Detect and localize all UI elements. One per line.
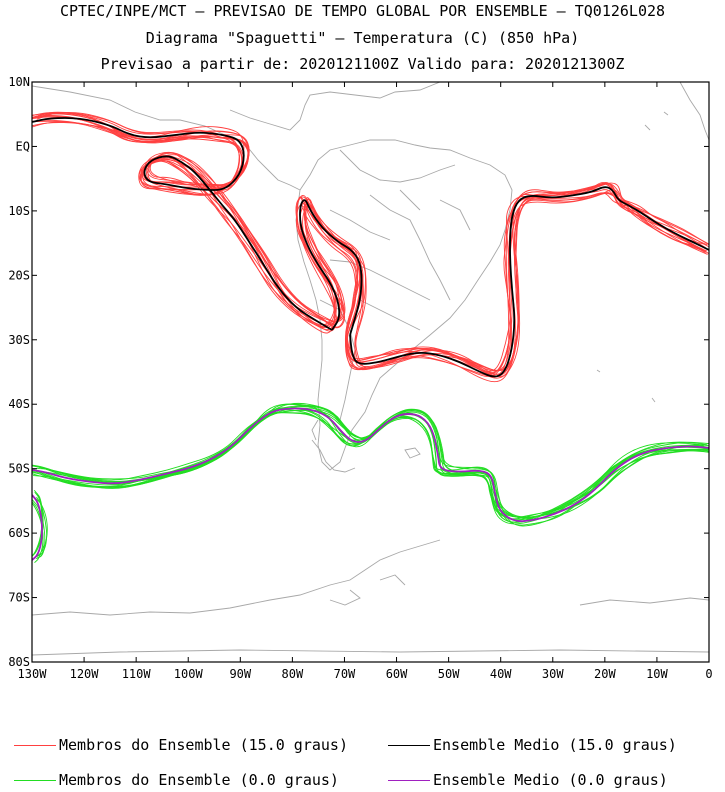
lat-label: 10N — [8, 75, 30, 89]
cold-member-contour — [32, 405, 708, 519]
warm-member-contour — [32, 120, 709, 383]
coast-antarctica — [32, 539, 709, 656]
cold-member-contour — [32, 408, 709, 520]
warm-member-contour — [32, 119, 706, 375]
coast-south-america — [295, 139, 513, 471]
lon-label: 110W — [122, 667, 152, 681]
title-line-1: CPTEC/INPE/MCT – PREVISAO DE TEMPO GLOBA… — [59, 2, 666, 20]
cold-member-contour — [32, 404, 704, 520]
lon-labels: 130W 120W 110W 100W 90W 80W 70W 60W 50W 40W 30W 20W… — [18, 667, 713, 681]
warm-member-contour — [32, 116, 707, 375]
title-line-2: Diagrama "Spaguetti" – Temperatura (C) (… — [145, 29, 580, 47]
lat-labels: 10N EQ 10S 20S 30S 40S 50S 60S 70S 80S — [8, 75, 30, 669]
axis-ticks — [31, 81, 710, 663]
lat-label: 10S — [8, 204, 30, 218]
cold-member-contour — [32, 407, 709, 523]
cold-member-contour — [32, 411, 708, 518]
lat-label: 70S — [8, 591, 30, 605]
cold-member-contour — [32, 405, 708, 518]
cold-mean-line-main — [32, 407, 709, 523]
warm-member-contour — [32, 122, 703, 372]
cold-member-contour — [32, 402, 709, 521]
legend-cold-mean: Ensemble Medio (0.0 graus) — [388, 771, 668, 789]
coast-falklands — [404, 447, 421, 459]
coast-borders — [319, 149, 471, 421]
lon-label: 10W — [646, 667, 668, 681]
legend-swatch — [14, 744, 56, 746]
warm-member-contour — [32, 113, 708, 377]
warm-member-contour — [32, 114, 709, 375]
lon-label: 80W — [282, 667, 304, 681]
lat-label: 30S — [8, 333, 30, 347]
cold-member-contour — [33, 403, 709, 518]
cold-member-contour — [32, 407, 709, 523]
coast-africa — [679, 82, 709, 141]
cold-member-contour — [32, 403, 709, 527]
cold-member-contour — [36, 410, 708, 526]
lat-label: 50S — [8, 462, 30, 476]
warm-mean-line-south-america — [299, 199, 363, 336]
warm-member-contour — [34, 113, 708, 372]
lon-label: 0 — [705, 667, 712, 681]
map-frame — [31, 81, 710, 663]
lon-label: 130W — [18, 667, 48, 681]
lon-label: 20W — [594, 667, 616, 681]
lon-label: 100W — [174, 667, 204, 681]
warm-member-contour — [32, 116, 704, 372]
legend-warm-mean: Ensemble Medio (15.0 graus) — [388, 736, 677, 754]
lon-label: 50W — [438, 667, 460, 681]
title-line-3: Previsao a partir de: 2020121100Z Valido… — [100, 55, 625, 73]
lon-label: 40W — [490, 667, 512, 681]
warm-mean-line-pacific — [32, 117, 333, 331]
legend-swatch — [388, 744, 430, 746]
coast-islands — [596, 111, 669, 403]
lat-label: 20S — [8, 268, 30, 282]
legend-cold-members: Membros do Ensemble (0.0 graus) — [14, 771, 339, 789]
lat-label: EQ — [16, 139, 30, 153]
lat-label: 80S — [8, 655, 30, 669]
cold-member-contour — [32, 493, 44, 557]
cold-members — [32, 402, 709, 563]
warm-member-contour — [36, 112, 706, 372]
lat-label: 60S — [8, 526, 30, 540]
legend-label: Membros do Ensemble (15.0 graus) — [59, 736, 348, 754]
lon-label: 90W — [229, 667, 251, 681]
warm-member-contour — [32, 115, 706, 374]
legend-label: Membros do Ensemble (0.0 graus) — [59, 771, 339, 789]
legend-warm-members: Membros do Ensemble (15.0 graus) — [14, 736, 348, 754]
lon-label: 120W — [70, 667, 100, 681]
cold-member-contour — [37, 409, 709, 518]
warm-mean-line-atlantic — [349, 186, 709, 378]
warm-member-contour — [34, 111, 706, 371]
legend-swatch — [14, 779, 56, 781]
legend-label: Ensemble Medio (15.0 graus) — [433, 736, 677, 754]
coast-caribbean — [229, 82, 441, 131]
lon-label: 30W — [542, 667, 564, 681]
legend-label: Ensemble Medio (0.0 graus) — [433, 771, 668, 789]
warm-member-contour — [32, 112, 709, 377]
warm-member-contour — [32, 112, 709, 379]
legend-swatch — [388, 779, 430, 781]
lon-label: 70W — [334, 667, 356, 681]
cold-member-contour — [32, 407, 709, 521]
coast-tierra-del-fuego — [311, 419, 356, 473]
warm-members — [32, 111, 709, 383]
cold-mean-line-west — [32, 494, 43, 561]
lon-label: 60W — [386, 667, 408, 681]
lat-label: 40S — [8, 397, 30, 411]
warm-member-contour — [32, 121, 707, 377]
